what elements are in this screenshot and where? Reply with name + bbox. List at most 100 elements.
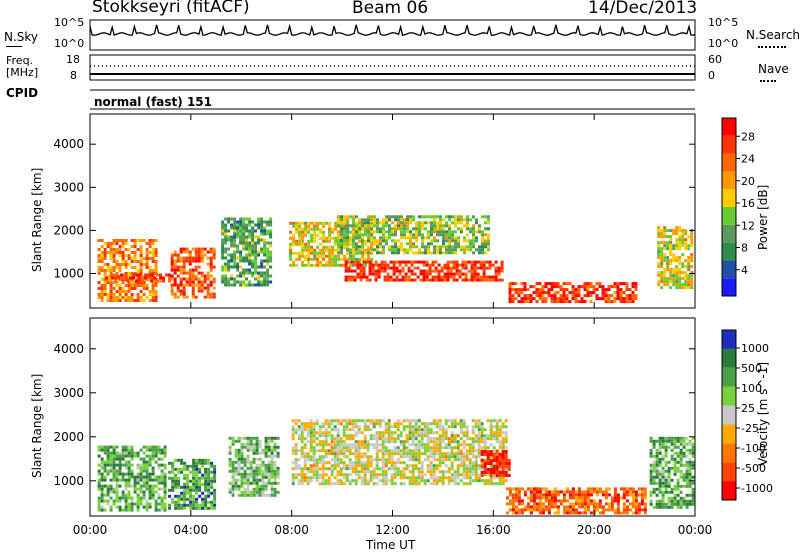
power-cell-5 (343, 227, 346, 231)
power-cell-5 (388, 215, 391, 219)
power-cell-3 (224, 262, 228, 266)
power-cell-3 (230, 217, 234, 221)
power-cell-6 (407, 275, 411, 279)
velocity-cell-5 (601, 511, 605, 515)
velocity-cell-3 (339, 458, 343, 462)
velocity-cell-3 (354, 455, 358, 459)
power-cell-0 (100, 254, 104, 257)
velocity-cell-5 (556, 490, 560, 494)
velocity-cell-3 (435, 446, 439, 450)
power-cell-6 (368, 272, 372, 276)
velocity-cell-6 (691, 454, 695, 458)
power-cell-2 (185, 247, 189, 251)
velocity-cell-3 (375, 437, 379, 441)
velocity-cell-6 (667, 466, 671, 470)
power-cell-4 (355, 257, 359, 261)
velocity-cell-6 (655, 448, 659, 452)
velocity-cell-3 (393, 476, 397, 480)
velocity-cell-3 (294, 476, 298, 480)
velocity-cell-3 (345, 425, 349, 429)
velocity-cell-0 (106, 484, 110, 488)
velocity-cell-3 (423, 482, 427, 486)
velocity-cell-3 (396, 446, 400, 450)
velocity-cell-0 (112, 475, 116, 479)
power-cell-7 (538, 291, 542, 295)
velocity-cell-3 (336, 458, 340, 462)
power-cell-6 (350, 278, 354, 282)
power-cell-5 (367, 218, 370, 222)
velocity-cell-2 (276, 451, 280, 455)
power-cell-8 (663, 283, 667, 287)
velocity-cell-1 (210, 464, 214, 468)
velocity-cell-3 (471, 437, 475, 441)
power-cell-7 (526, 288, 530, 292)
power-cell-5 (478, 224, 481, 228)
power-cell-5 (352, 248, 355, 252)
power-colorbar-tick-label: 28 (741, 130, 755, 143)
power-cell-7 (547, 291, 551, 295)
velocity-cell-3 (384, 461, 388, 465)
power-cell-7 (613, 300, 617, 304)
velocity-cell-5 (622, 487, 626, 491)
power-cell-6 (365, 260, 369, 264)
velocity-cell-3 (498, 440, 502, 444)
velocity-cell-1 (189, 500, 193, 504)
velocity-cell-3 (411, 473, 415, 477)
velocity-cell-5 (529, 505, 533, 509)
power-cell-7 (532, 285, 536, 289)
power-cell-7 (574, 300, 578, 304)
velocity-cell-5 (505, 496, 509, 500)
velocity-cell-6 (685, 466, 689, 470)
power-cell-6 (410, 269, 414, 273)
power-cell-4 (304, 233, 308, 237)
power-cell-3 (242, 229, 246, 233)
power-cell-0 (127, 296, 131, 299)
power-cell-5 (379, 236, 382, 240)
velocity-cell-5 (553, 505, 557, 509)
power-cell-7 (595, 288, 599, 292)
power-cell-5 (352, 218, 355, 222)
power-cell-8 (690, 253, 694, 257)
velocity-cell-3 (366, 479, 370, 483)
velocity-cell-5 (580, 496, 584, 500)
power-cell-4 (331, 227, 335, 231)
power-cell-0 (136, 269, 140, 272)
freq-label: Freq. (6, 54, 34, 67)
velocity-cell-6 (685, 442, 689, 446)
power-cell-4 (328, 263, 332, 267)
power-cell-4 (358, 248, 362, 252)
power-cell-5 (442, 239, 445, 243)
velocity-cell-3 (453, 446, 457, 450)
velocity-cell-0 (163, 445, 167, 449)
velocity-cell-3 (426, 437, 430, 441)
power-cell-7 (511, 288, 515, 292)
velocity-cell-3 (474, 476, 478, 480)
power-cell-5 (355, 215, 358, 219)
power-cell-7 (538, 282, 542, 286)
velocity-cell-3 (300, 434, 304, 438)
velocity-cell-3 (345, 449, 349, 453)
velocity-cell-3 (354, 443, 358, 447)
power-cell-2 (185, 271, 189, 275)
power-cell-3 (245, 229, 249, 233)
power-cell-5 (412, 245, 415, 249)
power-cell-0 (124, 263, 128, 266)
velocity-cell-4 (489, 453, 493, 456)
velocity-cell-0 (136, 463, 140, 467)
power-cell-5 (379, 245, 382, 249)
cpid-label: CPID (6, 86, 39, 100)
velocity-cell-6 (658, 481, 662, 485)
velocity-cell-5 (526, 487, 530, 491)
velocity-cell-1 (192, 503, 196, 507)
power-cell-7 (598, 285, 602, 289)
velocity-cell-3 (372, 482, 376, 486)
power-cell-5 (445, 233, 448, 237)
velocity-cell-1 (195, 476, 199, 480)
velocity-cell-3 (291, 479, 295, 483)
velocity-cell-4 (501, 474, 505, 477)
velocity-cell-6 (676, 493, 680, 497)
velocity-cell-3 (315, 443, 319, 447)
velocity-cell-5 (541, 505, 545, 509)
velocity-cell-1 (192, 494, 196, 498)
velocity-cell-3 (393, 422, 397, 426)
